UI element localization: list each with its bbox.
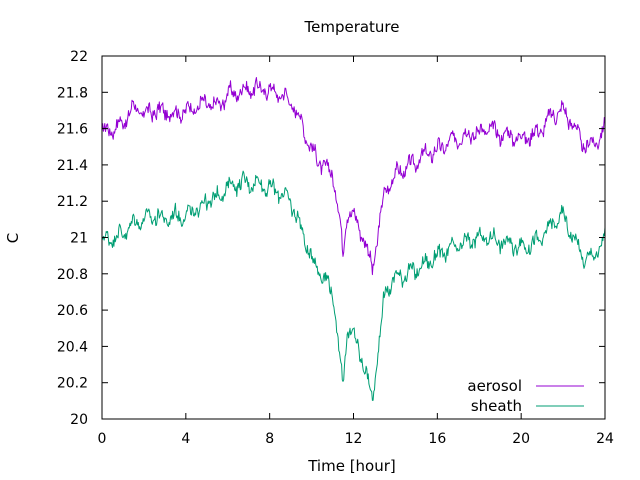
y-tick-label: 21 bbox=[70, 231, 88, 247]
y-tick-label: 20.4 bbox=[57, 339, 88, 355]
x-tick-label: 16 bbox=[428, 431, 446, 447]
y-tick-label: 21.2 bbox=[57, 194, 88, 210]
y-tick-label: 21.8 bbox=[57, 85, 88, 101]
y-tick-label: 22 bbox=[70, 49, 88, 65]
y-tick-label: 20 bbox=[70, 412, 88, 428]
x-tick-label: 20 bbox=[512, 431, 530, 447]
y-tick-label: 20.2 bbox=[57, 376, 88, 392]
plot-lines bbox=[101, 77, 606, 401]
x-tick-label: 24 bbox=[596, 431, 614, 447]
axis-ticks: 0 4 8 12 16 20 24 20 20.2 20.4 20.6 20.8 21 21.2 21.4 2… bbox=[57, 49, 614, 447]
legend: aerosol sheath bbox=[467, 377, 584, 415]
x-tick-label: 4 bbox=[181, 431, 190, 447]
y-tick-label: 21.6 bbox=[57, 122, 88, 138]
y-axis-title: C bbox=[4, 233, 22, 243]
x-tick-label: 12 bbox=[345, 431, 363, 447]
chart-title: Temperature bbox=[303, 18, 399, 36]
y-tick-label: 20.6 bbox=[57, 303, 88, 319]
series-line-sheath bbox=[101, 170, 606, 401]
x-tick-label: 8 bbox=[265, 431, 274, 447]
legend-label-aerosol: aerosol bbox=[467, 377, 522, 395]
series-line-aerosol bbox=[101, 77, 606, 276]
x-axis-title: Time [hour] bbox=[307, 457, 396, 475]
y-tick-label: 21.4 bbox=[57, 158, 88, 174]
legend-label-sheath: sheath bbox=[471, 397, 522, 415]
x-tick-label: 0 bbox=[98, 431, 107, 447]
y-tick-label: 20.8 bbox=[57, 267, 88, 283]
